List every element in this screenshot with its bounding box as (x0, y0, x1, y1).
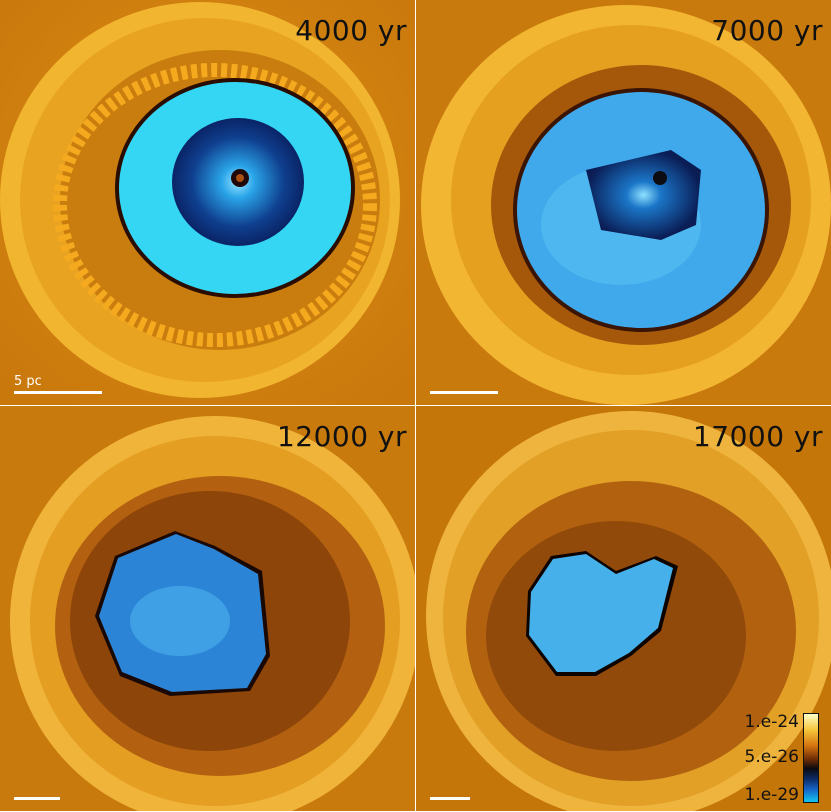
panel-17000yr: 17000 yr 1.e-24 5.e-26 1.e-29 (416, 406, 831, 811)
time-label: 4000 yr (295, 14, 407, 47)
colorbar-gradient (803, 713, 819, 803)
scale-bar (14, 391, 102, 394)
scale-bar (430, 797, 470, 800)
time-label: 12000 yr (276, 420, 407, 453)
colorbar-mid-label: 5.e-26 (744, 747, 799, 767)
scale-bar (430, 391, 498, 394)
density-image-17000yr (416, 406, 831, 811)
colorbar-min-label: 1.e-29 (744, 785, 799, 805)
colorbar: 1.e-24 5.e-26 1.e-29 (711, 706, 831, 811)
density-image-7000yr (416, 0, 831, 405)
time-label: 7000 yr (711, 14, 823, 47)
panel-7000yr: 7000 yr (416, 0, 831, 405)
panel-4000yr: 4000 yr 5 pc (0, 0, 415, 405)
panel-12000yr: 12000 yr (0, 406, 415, 811)
density-image-12000yr (0, 406, 415, 811)
scale-bar (14, 797, 60, 800)
scale-label: 5 pc (14, 374, 42, 389)
colorbar-max-label: 1.e-24 (744, 712, 799, 732)
density-image-4000yr (0, 0, 415, 405)
time-label: 17000 yr (692, 420, 823, 453)
